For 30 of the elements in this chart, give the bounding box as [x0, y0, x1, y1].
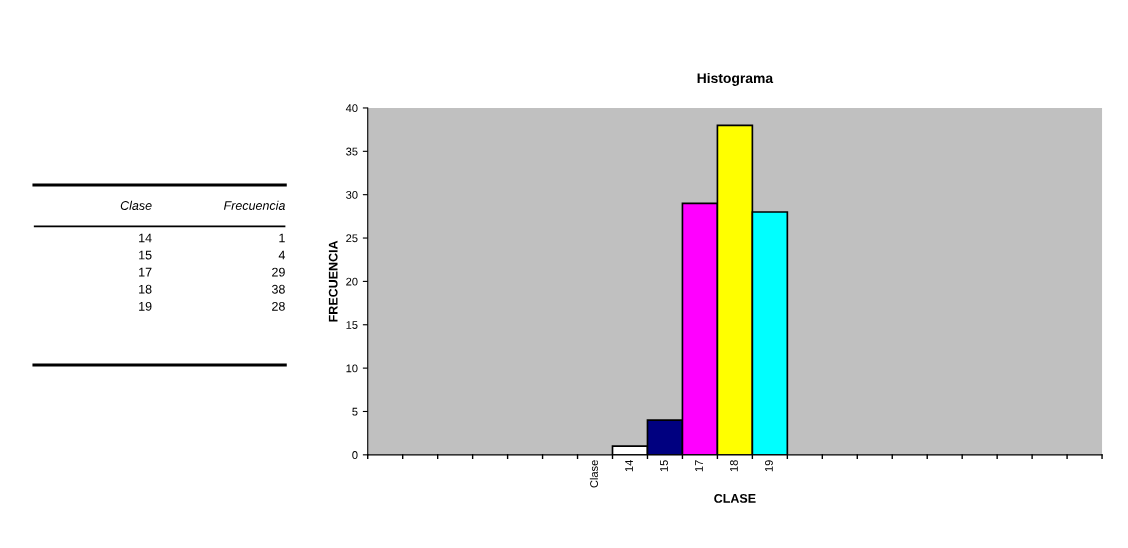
x-tick-label: 18	[730, 460, 738, 472]
x-tick-label: Clase	[589, 460, 598, 488]
text: 14	[139, 233, 152, 243]
x-tick-label: 19	[764, 460, 773, 472]
text: 29	[272, 267, 285, 277]
y-tick-label: 35	[346, 147, 358, 156]
y-tick-label: 20	[346, 277, 358, 286]
y-tick-label: 30	[346, 190, 358, 199]
x-axis-title: CLASE	[714, 493, 756, 503]
chart-title: Histograma	[697, 72, 774, 86]
y-tick-label: 15	[346, 321, 358, 329]
text: 19	[139, 301, 152, 311]
text: 17	[139, 267, 152, 277]
x-tick-label: 17	[695, 460, 703, 472]
text: 15	[139, 250, 152, 260]
text: Frecuencia	[223, 200, 285, 210]
y-axis-title: FRECUENCIA	[328, 240, 338, 322]
y-tick-label: 0	[352, 451, 358, 459]
y-tick-label: 25	[346, 234, 358, 243]
x-tick-label: 14	[625, 460, 633, 472]
y-tick-label: 40	[345, 104, 358, 113]
y-tick-label: 10	[346, 364, 358, 373]
text: 28	[272, 301, 285, 311]
x-tick-label: 15	[660, 460, 668, 472]
text: Clase	[120, 200, 152, 210]
text: 4	[278, 250, 286, 260]
y-tick-label: 5	[352, 407, 358, 416]
text: 18	[139, 284, 152, 294]
text: 38	[271, 284, 285, 294]
text: 1	[279, 233, 285, 243]
